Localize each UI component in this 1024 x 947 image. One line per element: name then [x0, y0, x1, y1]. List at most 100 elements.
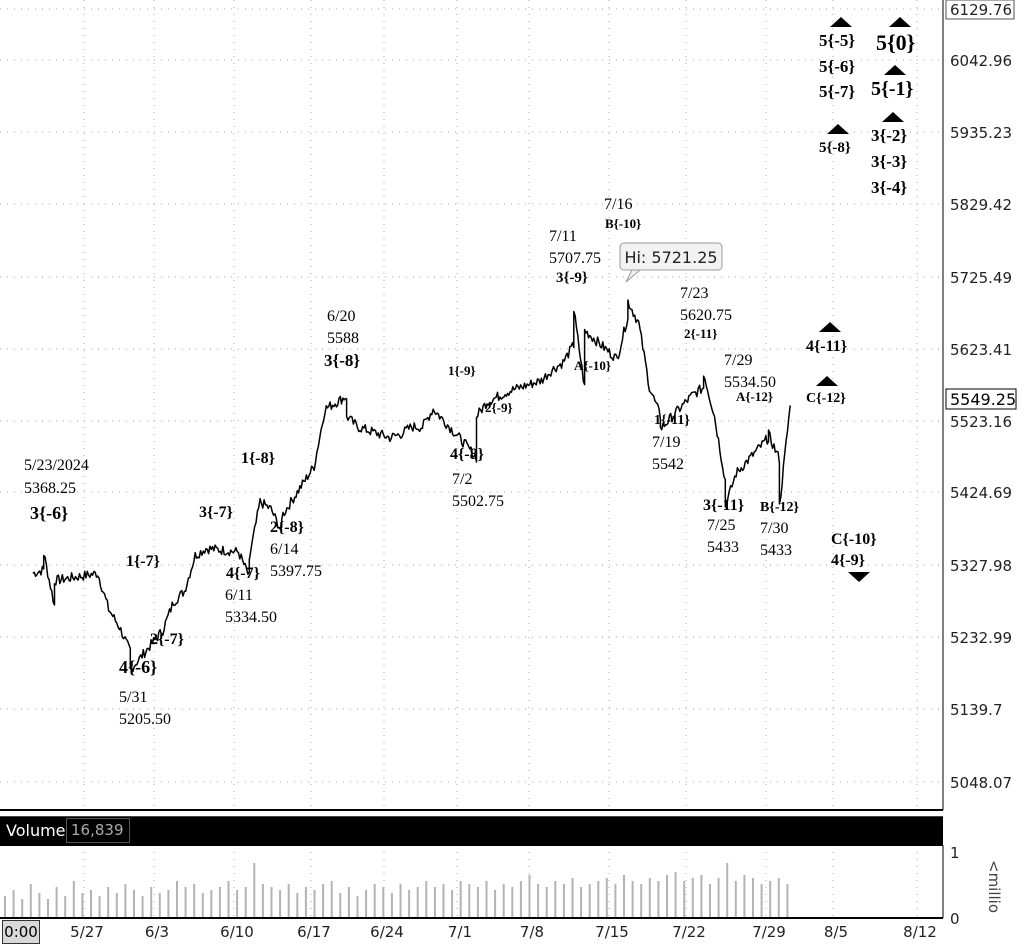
- volume-bar: [184, 887, 187, 917]
- x-tick-label: 7/8: [520, 923, 544, 941]
- volume-bar: [365, 890, 368, 917]
- volume-bar: [244, 887, 247, 917]
- annotation-date: 7/19: [652, 434, 680, 451]
- x-tick-label: 6/3: [145, 923, 169, 941]
- volume-bar: [648, 878, 651, 917]
- volume-bar: [330, 881, 333, 917]
- volume-bar: [597, 881, 600, 917]
- x-tick-label: 7/1: [448, 923, 472, 941]
- volume-bar: [769, 881, 772, 917]
- volume-bar: [218, 887, 221, 917]
- volume-bar: [21, 899, 24, 917]
- price-series-line: [32, 299, 791, 673]
- volume-bar: [468, 884, 471, 917]
- volume-bar: [640, 884, 643, 917]
- annotation-price: 5542: [652, 456, 684, 473]
- annotation-date: 6/20: [327, 308, 355, 325]
- volume-bar: [296, 893, 299, 917]
- volume-bar: [47, 899, 49, 917]
- volume-bar: [416, 887, 419, 917]
- annotation-wave-label: 3{-8}: [324, 351, 360, 370]
- volume-value: 16,839: [66, 818, 130, 843]
- x-tick-label: 7/29: [752, 923, 786, 941]
- last-price-label: 5549.25: [950, 390, 1016, 409]
- annotation-wave-label: 4{-8}: [450, 446, 484, 463]
- y-tick-label: 5623.41: [950, 341, 1012, 359]
- annotation-wave-label: 5{-7}: [819, 82, 855, 101]
- volume-bar: [115, 893, 118, 917]
- volume-bar: [12, 890, 15, 917]
- x-tick-label: 5/27: [70, 923, 104, 941]
- volume-bar: [631, 881, 634, 917]
- annotation-price: 5433: [707, 539, 739, 556]
- wave-target-up-triangle: [889, 17, 911, 27]
- volume-bar: [347, 887, 350, 917]
- volume-bar: [528, 875, 531, 917]
- volume-bar: [451, 890, 454, 917]
- annotation-wave-label: B{-12}: [760, 500, 800, 515]
- annotation-wave-label: 5{-6}: [819, 57, 855, 76]
- annotation-wave-label: 3{-6}: [30, 503, 68, 523]
- annotation-wave-label: 2{-9}: [485, 400, 513, 415]
- volume-bar: [605, 878, 608, 917]
- annotation-date: 7/30: [760, 520, 788, 537]
- annotation-wave-label: 4{-9}: [831, 552, 865, 569]
- wave-target-up-triangle: [816, 376, 838, 386]
- volume-axis-bottom: 0: [950, 910, 960, 928]
- volume-bar: [777, 878, 780, 917]
- volume-bar: [588, 884, 591, 917]
- y-tick-label: 6129.76: [950, 1, 1012, 19]
- volume-bar: [261, 884, 264, 917]
- volume-bar: [562, 884, 565, 917]
- y-tick-label: 5424.69: [950, 484, 1012, 502]
- volume-axis-top: 1: [950, 844, 960, 862]
- annotation-wave-label: 3{-7}: [199, 504, 233, 521]
- volume-bar: [545, 887, 548, 917]
- volume-bar: [537, 884, 540, 917]
- volume-bar: [390, 893, 393, 917]
- volume-bar: [399, 884, 402, 917]
- volume-header-bar: [0, 816, 943, 846]
- annotation-date: 6/11: [225, 587, 253, 604]
- y-tick-label: 5232.99: [950, 629, 1012, 647]
- volume-bar: [176, 881, 178, 917]
- annotation-wave-label: 1{-9}: [448, 363, 476, 378]
- annotation-price: 5620.75: [680, 307, 732, 324]
- annotation-price: 5205.50: [119, 711, 171, 728]
- volume-bar: [210, 890, 213, 917]
- volume-bar: [580, 887, 583, 917]
- volume-bar: [167, 890, 170, 917]
- volume-bar: [726, 863, 729, 917]
- volume-bar: [356, 896, 359, 917]
- volume-bar: [107, 887, 110, 917]
- x-tick-label: 6/10: [220, 923, 254, 941]
- annotation-wave-label: A{-10}: [574, 358, 611, 373]
- annotation-date: 7/2: [452, 471, 472, 488]
- annotation-date: 5/23/2024: [24, 457, 89, 474]
- volume-bar: [133, 890, 135, 917]
- annotation-price: 5433: [760, 542, 792, 559]
- annotation-wave-label: C{-12}: [806, 391, 846, 406]
- volume-bar: [270, 887, 273, 917]
- volume-bar: [734, 881, 737, 917]
- volume-bar: [674, 872, 677, 917]
- annotation-price: 5534.50: [724, 374, 776, 391]
- volume-bar: [425, 881, 428, 917]
- annotation-wave-label: 4{-6}: [119, 657, 157, 677]
- annotation-wave-label: 5{-8}: [819, 140, 851, 156]
- annotation-price: 5588: [327, 330, 359, 347]
- volume-bar: [717, 878, 720, 917]
- volume-bar: [519, 881, 522, 917]
- x-tick-label: 6/24: [370, 923, 404, 941]
- annotation-date: 7/23: [680, 285, 708, 302]
- volume-bar: [433, 887, 436, 917]
- annotation-wave-label: 5{-1}: [871, 78, 914, 100]
- volume-bar: [29, 884, 32, 917]
- volume-bar: [4, 896, 6, 917]
- volume-label: Volume: [0, 818, 72, 843]
- annotation-price: 5502.75: [452, 493, 504, 510]
- volume-bar: [571, 878, 574, 917]
- y-tick-label: 5523.16: [950, 413, 1012, 431]
- volume-bar: [38, 893, 41, 917]
- wave-target-up-triangle: [830, 17, 852, 27]
